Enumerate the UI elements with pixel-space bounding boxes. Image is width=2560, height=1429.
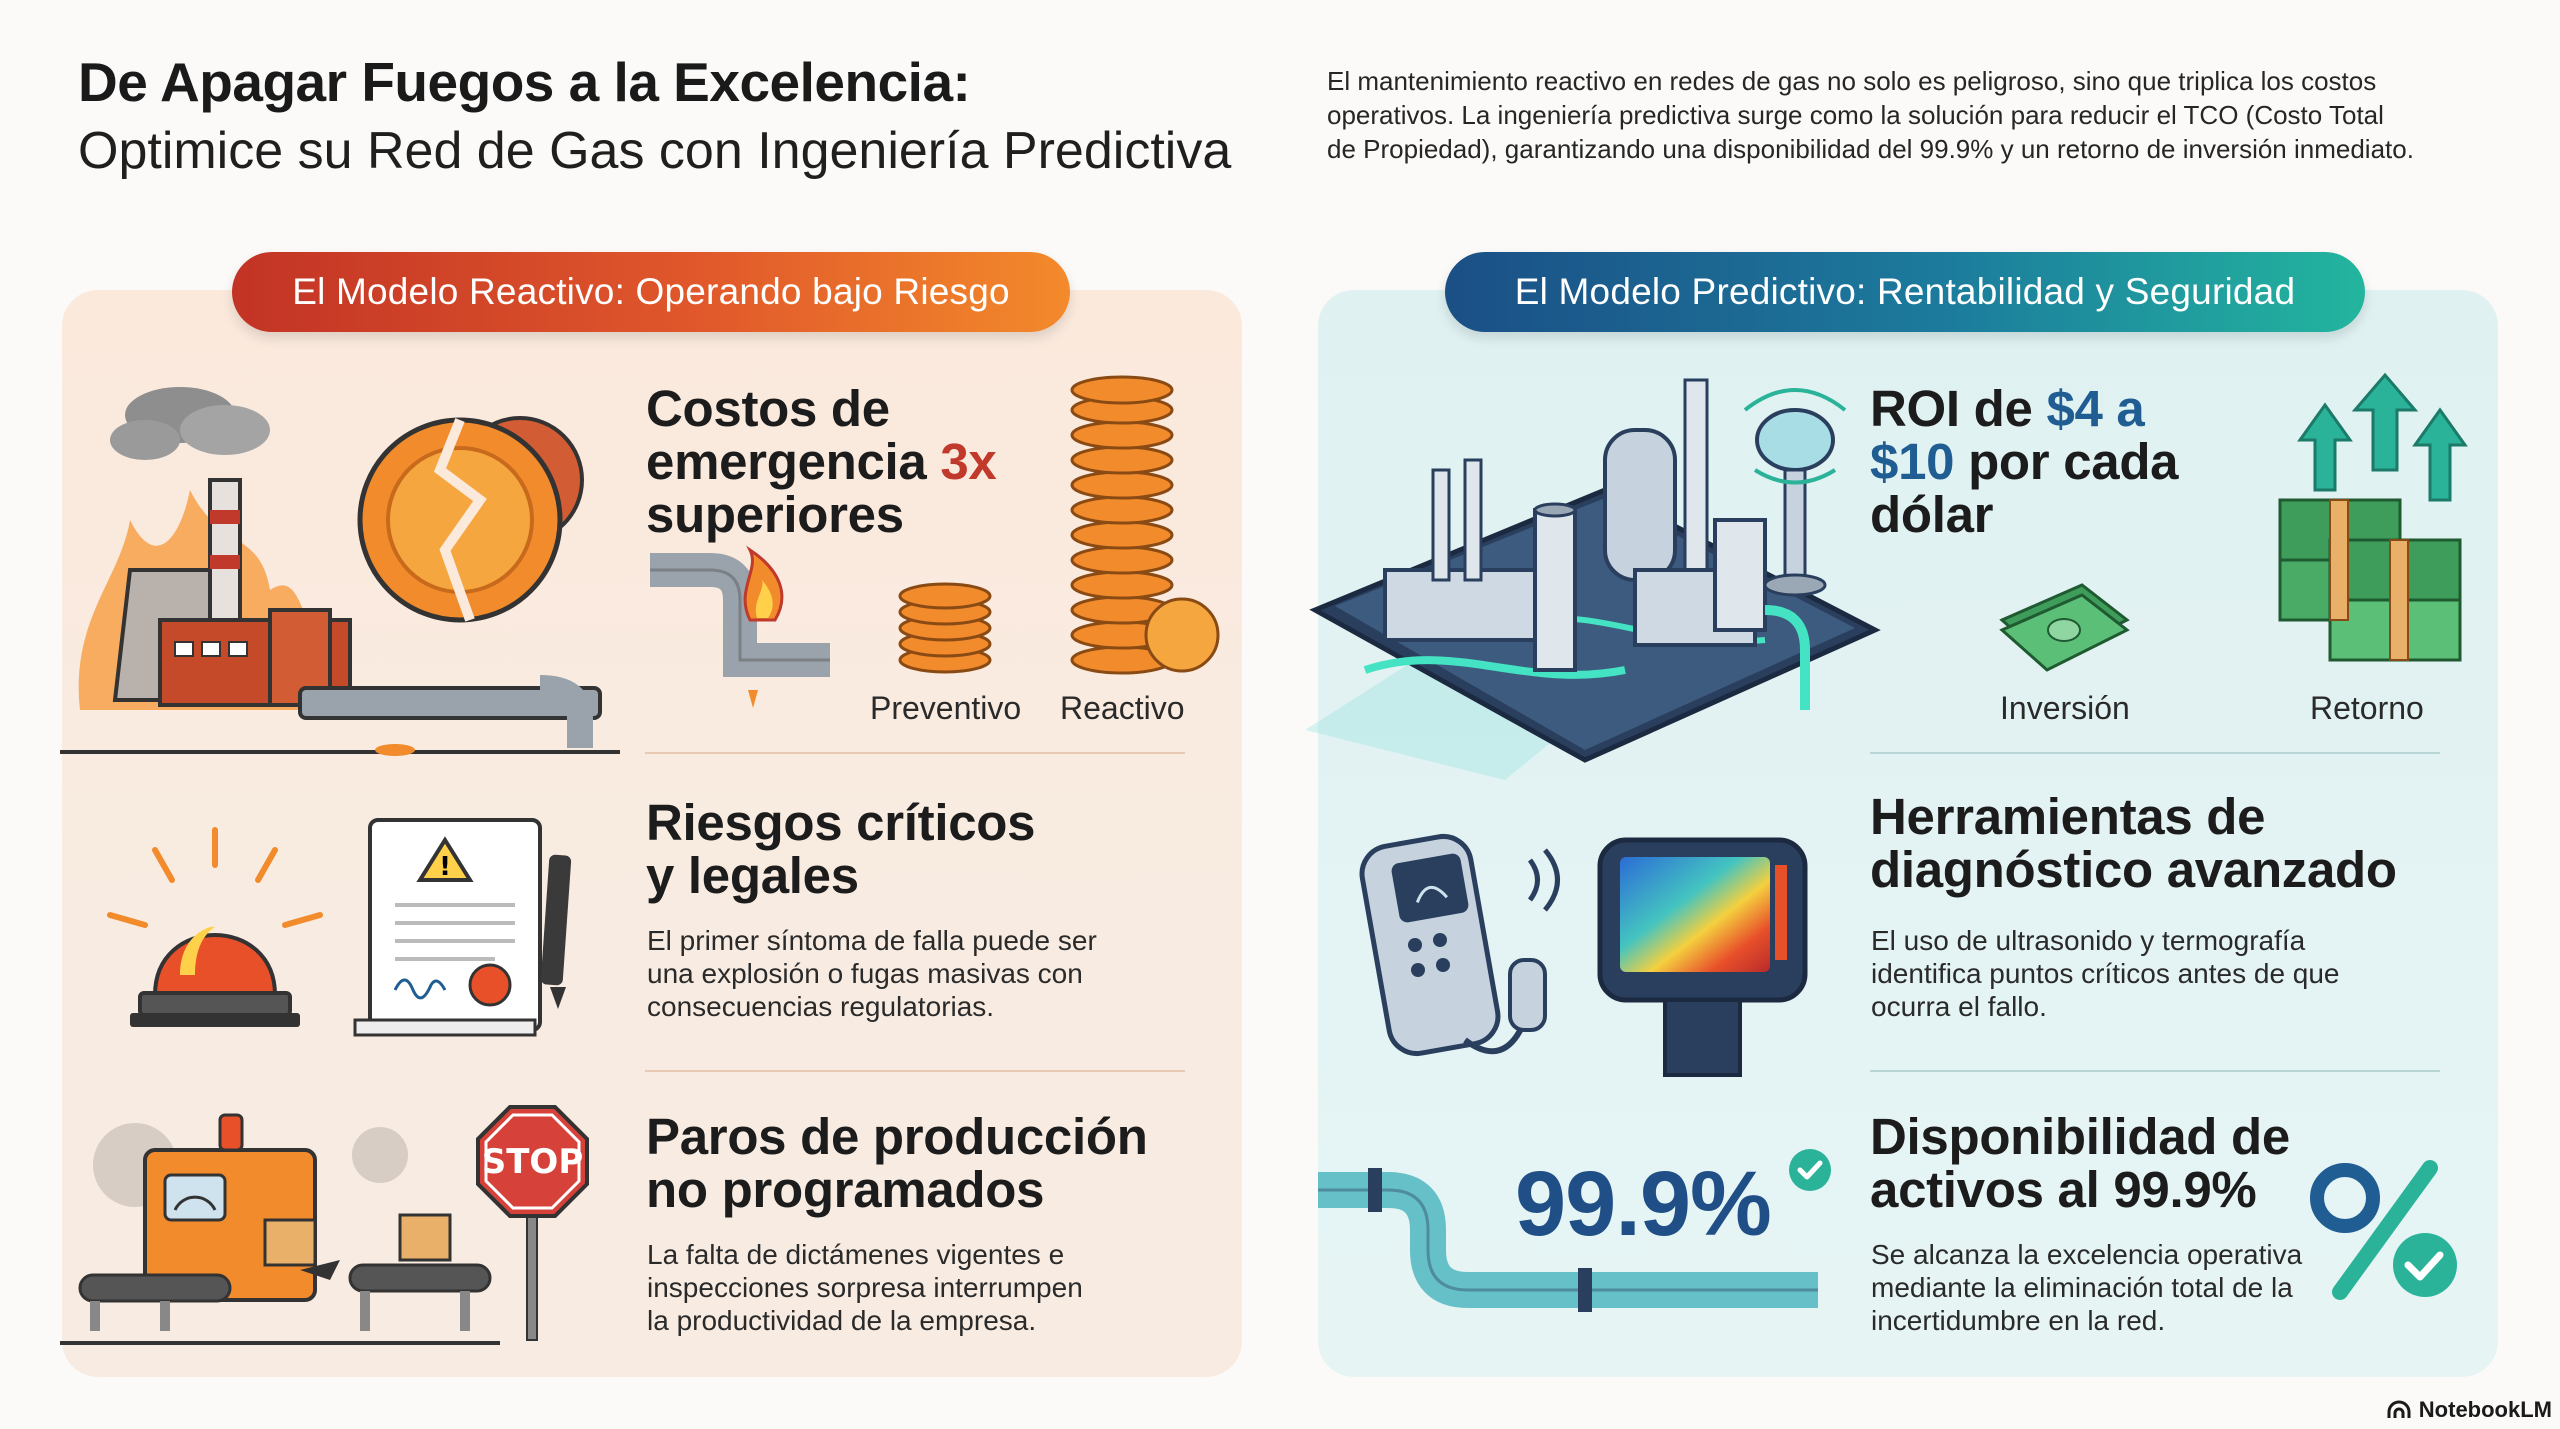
availability-stat: 99.9% [1515, 1153, 1772, 1255]
broken-pipe-icon [650, 545, 830, 708]
conveyor-machine-icon [60, 1113, 500, 1345]
risks-body-line: El primer síntoma de falla puede ser [647, 925, 1097, 956]
availability-heading-line: activos al 99.9% [1870, 1161, 2257, 1218]
coin-stack-icon [898, 582, 992, 674]
burning-factory-icon [60, 387, 620, 756]
money-stack-icon [2278, 372, 2468, 662]
intro-paragraph: El mantenimiento reactivo en redes de ga… [1327, 64, 2527, 166]
intro-line: operativos. La ingeniería predictiva sur… [1327, 100, 2384, 130]
label-preventive: Preventivo [870, 690, 1022, 726]
svg-text:!: ! [439, 852, 451, 882]
section-divider [1870, 1070, 2440, 1072]
check-icon [1789, 1149, 1831, 1191]
costs-heading: Costos de emergencia 3x superiores [646, 382, 997, 541]
stops-heading-line: no programados [646, 1161, 1045, 1218]
costs-highlight: 3x [940, 433, 997, 490]
risks-body-line: una explosión o fugas masivas con [647, 958, 1083, 989]
costs-heading-line: emergencia 3x [646, 433, 997, 490]
risks-body-line: consecuencias regulatorias. [647, 991, 995, 1022]
label-return: Retorno [2310, 690, 2424, 726]
tools-body-line: identifica puntos críticos antes de que [1871, 958, 2340, 989]
stops-body-line: La falta de dictámenes vigentes e [647, 1239, 1065, 1270]
availability-body: Se alcanza la excelencia operativa media… [1871, 1238, 2302, 1337]
risks-heading-line: Riesgos críticos [646, 794, 1036, 851]
stop-sign-icon: STOP [476, 1105, 589, 1341]
section-divider [645, 752, 1185, 754]
risks-heading-line: y legales [646, 847, 859, 904]
stops-body-line: inspecciones sorpresa interrumpen [647, 1272, 1083, 1303]
section-divider [1870, 752, 2440, 754]
label-investment: Inversión [2000, 690, 2130, 726]
availability-body-line: mediante la eliminación total de la [1871, 1272, 2293, 1303]
stops-heading-line: Paros de producción [646, 1108, 1148, 1165]
money-bill-icon [1999, 583, 2130, 672]
stops-body-line: la productividad de la empresa. [647, 1305, 1037, 1336]
coin-stack-icon [1070, 375, 1220, 675]
alarm-light-icon [107, 827, 323, 1027]
page-subtitle: Optimice su Red de Gas con Ingeniería Pr… [78, 122, 1232, 180]
notebooklm-icon [2387, 1400, 2411, 1418]
notebooklm-logo: NotebookLM [2387, 1397, 2552, 1423]
roi-heading-line: ROI de $4 a [1870, 380, 2145, 437]
availability-body-line: incertidumbre en la red. [1871, 1305, 2166, 1336]
intro-line: El mantenimiento reactivo en redes de ga… [1327, 66, 2377, 96]
predictive-model-pill: El Modelo Predictivo: Rentabilidad y Seg… [1445, 252, 2365, 332]
tools-body-line: El uso de ultrasonido y termografía [1871, 925, 2306, 956]
thermal-camera-icon [1597, 837, 1808, 1077]
tools-heading-line: diagnóstico avanzado [1870, 841, 2397, 898]
pipe-icon [1318, 1168, 1818, 1312]
risks-body: El primer síntoma de falla puede ser una… [647, 924, 1097, 1023]
smart-plant-icon [1305, 378, 1881, 780]
risks-heading: Riesgos críticos y legales [646, 796, 1035, 902]
availability-heading: Disponibilidad de activos al 99.9% [1870, 1110, 2290, 1216]
availability-heading-line: Disponibilidad de [1870, 1108, 2290, 1165]
label-reactive: Reactivo [1060, 690, 1185, 726]
stop-sign-text: STOP [482, 1142, 584, 1182]
roi-heading-line: $10 por cada [1870, 433, 2179, 490]
stops-heading: Paros de producción no programados [646, 1110, 1148, 1216]
tools-body: El uso de ultrasonido y termografía iden… [1871, 924, 2340, 1023]
stops-body: La falta de dictámenes vigentes e inspec… [647, 1238, 1083, 1337]
tools-heading: Herramientas de diagnóstico avanzado [1870, 790, 2397, 896]
legal-document-icon: ! [353, 818, 572, 1037]
costs-heading-line: superiores [646, 486, 904, 543]
roi-heading-line: dólar [1870, 486, 1994, 543]
page-title: De Apagar Fuegos a la Excelencia: [78, 51, 971, 113]
ultrasound-device-icon [1359, 833, 1560, 1057]
intro-line: de Propiedad), garantizando una disponib… [1327, 134, 2414, 164]
tools-heading-line: Herramientas de [1870, 788, 2266, 845]
roi-highlight: $4 a [2046, 380, 2145, 437]
predictive-panel [1318, 290, 2498, 1377]
roi-heading: ROI de $4 a $10 por cada dólar [1870, 380, 2179, 543]
section-divider [645, 1070, 1185, 1072]
costs-heading-line: Costos de [646, 380, 890, 437]
roi-highlight: $10 [1870, 433, 1955, 490]
tools-body-line: ocurra el fallo. [1871, 991, 2047, 1022]
availability-body-line: Se alcanza la excelencia operativa [1871, 1239, 2303, 1270]
logo-text: NotebookLM [2418, 1397, 2552, 1422]
percent-check-icon [2310, 1160, 2457, 1300]
reactive-model-pill: El Modelo Reactivo: Operando bajo Riesgo [232, 252, 1070, 332]
